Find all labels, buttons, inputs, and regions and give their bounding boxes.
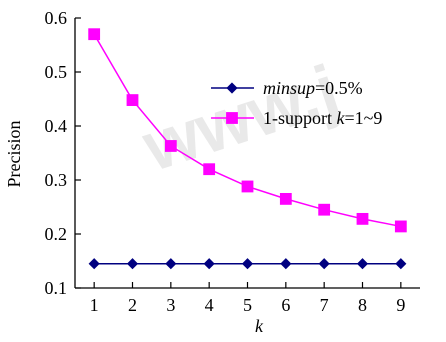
legend-label: minsup=0.5% xyxy=(263,78,363,98)
y-ticks: 0.1 0.2 0.3 0.4 0.5 0.6 xyxy=(45,8,81,298)
square-point xyxy=(241,180,254,193)
series-1 xyxy=(88,258,407,270)
x-tick-label: 1 xyxy=(90,295,99,315)
square-point xyxy=(164,140,177,152)
legend-label-part: =0.5% xyxy=(315,78,363,98)
series-2 xyxy=(88,28,407,233)
diamond-point xyxy=(126,258,139,270)
x-axis-title: k xyxy=(255,316,264,336)
x-tick-label: 9 xyxy=(396,295,405,315)
y-tick-label: 0.4 xyxy=(45,116,68,136)
y-tick-label: 0.2 xyxy=(45,224,68,244)
series-group xyxy=(88,28,407,270)
legend-marker xyxy=(226,112,238,124)
diamond-point xyxy=(88,258,100,270)
y-tick-label: 0.5 xyxy=(45,62,68,82)
square-point xyxy=(394,220,407,233)
legend-marker xyxy=(226,82,238,94)
legend-label: 1-support k=1~9 xyxy=(263,108,382,128)
legend: minsup=0.5% 1-support k=1~9 xyxy=(211,78,382,128)
x-tick-label: 7 xyxy=(320,295,329,315)
x-tick-label: 5 xyxy=(243,295,252,315)
y-tick-label: 0.6 xyxy=(45,8,68,28)
diamond-point xyxy=(318,258,330,270)
diamond-point xyxy=(241,258,254,270)
square-point xyxy=(126,94,139,106)
y-tick-label: 0.1 xyxy=(45,278,68,298)
diamond-point xyxy=(395,258,407,270)
x-tick-label: 8 xyxy=(358,295,367,315)
y-axis-title: Precision xyxy=(4,121,24,188)
legend-item-2: 1-support k=1~9 xyxy=(211,108,382,128)
legend-label-part: k xyxy=(337,108,346,128)
legend-label-part: =1~9 xyxy=(345,108,383,128)
square-point xyxy=(88,28,101,41)
legend-item-1: minsup=0.5% xyxy=(211,78,363,98)
y-tick-label: 0.3 xyxy=(45,170,68,190)
diamond-point xyxy=(203,258,215,270)
diamond-point xyxy=(356,258,369,270)
x-ticks: 1 2 3 4 5 6 7 8 9 xyxy=(90,282,405,315)
square-point xyxy=(203,163,216,176)
legend-label-part: minsup xyxy=(263,78,315,98)
x-tick-label: 6 xyxy=(281,295,290,315)
x-tick-label: 3 xyxy=(166,295,175,315)
square-point xyxy=(356,212,369,225)
square-point xyxy=(318,203,331,216)
square-point xyxy=(279,192,292,205)
legend-label-part: 1-support xyxy=(263,108,337,128)
x-tick-label: 4 xyxy=(205,295,214,315)
x-tick-label: 2 xyxy=(128,295,137,315)
diamond-point xyxy=(165,258,177,270)
diamond-point xyxy=(280,258,292,270)
